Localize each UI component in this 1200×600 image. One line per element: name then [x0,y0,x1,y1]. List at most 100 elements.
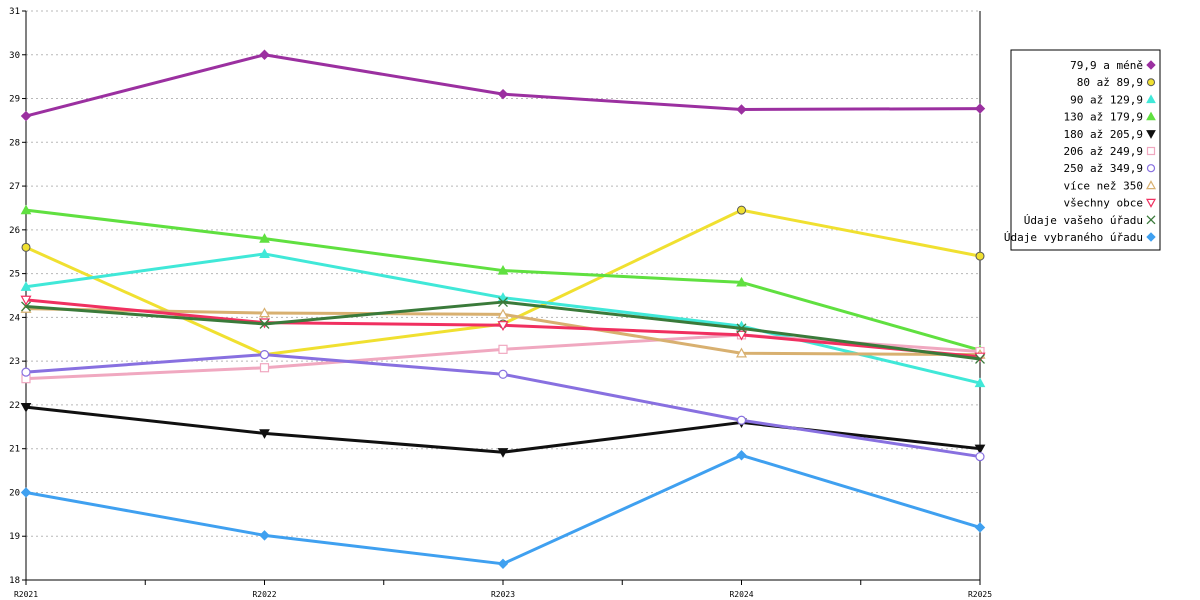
x-tick-label: R2022 [252,590,276,599]
data-point [974,522,986,533]
data-point [259,363,270,373]
data-point [21,367,31,377]
data-point [259,233,270,243]
data-point [259,429,270,439]
cross-stroke [21,301,31,312]
legend-entry-label: všechny obce [1064,197,1143,210]
data-point [259,349,270,360]
legend-entry-marker [1145,198,1157,208]
series-4 [20,403,986,458]
data-point [497,308,509,319]
data-point [736,104,747,115]
data-point [736,450,747,461]
data-point [498,344,508,354]
y-tick-label: 20 [9,488,20,498]
data-point [259,49,270,60]
x-tick-label: R2021 [14,590,38,599]
legend-entry-label: 130 až 179,9 [1064,111,1143,124]
legend-entry-label: 206 až 249,9 [1064,145,1143,158]
legend-entry-label: 79,9 a méně [1070,59,1143,72]
y-tick-label: 18 [9,576,20,586]
cross-stroke [498,297,508,308]
legend-entry-marker [1147,78,1155,87]
data-point [737,205,746,215]
y-tick-label: 29 [9,95,20,105]
data-point [735,347,748,358]
data-point [736,323,747,334]
data-point [974,444,986,455]
legend-entry-label: 180 až 205,9 [1064,128,1143,141]
cross-stroke [975,354,985,364]
legend: 79,9 a méně 80 až 89,9 90 až 129,9 130 až 1… [1004,49,1161,251]
data-point [498,369,508,379]
data-point [497,558,509,570]
legend-entry-marker [1146,164,1156,173]
data-point [974,103,986,114]
legend-entry-marker [1146,94,1156,104]
data-point [975,451,985,462]
y-tick-label: 22 [9,401,20,411]
legend-entry-label: 90 až 129,9 [1070,93,1143,106]
y-tick-label: 25 [9,270,20,280]
data-point [497,88,509,100]
y-tick-label: 30 [9,51,20,61]
series-9 [21,297,985,364]
series-lines [20,49,986,570]
y-tick-label: 23 [9,357,20,367]
y-tick-label: 21 [9,445,20,455]
x-tick-label: R2024 [729,590,753,599]
data-point [21,242,31,252]
legend-entry-label: 80 až 89,9 [1077,76,1143,89]
series-line [25,53,981,118]
y-tick-label: 27 [9,182,20,192]
data-point [20,295,32,306]
data-point [735,330,748,341]
series-line [25,405,981,454]
y-tick-label: 28 [9,138,20,148]
legend-entry-marker [1146,232,1156,242]
data-point [259,248,270,259]
legend-entry-label: 250 až 349,9 [1064,162,1143,175]
legend-entry-label: více než 350 [1064,179,1143,192]
series-10 [20,450,986,570]
cross-stroke [259,318,270,329]
data-point [974,377,986,388]
legend-box [1010,49,1161,251]
series-1 [21,205,985,360]
y-tick-label: 19 [9,532,20,542]
data-point [21,301,31,312]
data-point [20,110,32,122]
legend-entry-marker [1146,60,1156,70]
y-tick-label: 24 [9,313,20,323]
legend-entry-marker [1146,130,1156,139]
y-tick-label: 26 [9,226,20,236]
data-point [497,321,509,331]
legend-entry-label: Údaje vybraného úřadu [1004,231,1143,244]
legend-entry-marker [1145,180,1157,190]
legend-entry-marker [1146,111,1156,121]
y-tick-label: 31 [9,7,20,17]
x-tick-label: R2025 [968,590,992,599]
x-tick-label: R2023 [491,590,515,599]
gridlines [26,10,980,537]
axes: 18 19 20 21 22 23 24 25 26 27 28 29 30 31 R2021 R2022 R2… [9,7,992,599]
data-point [497,265,509,275]
data-point [736,276,747,287]
data-point [498,297,508,308]
series-line [25,208,981,357]
data-point [259,530,270,541]
legend-entry-marker [1146,215,1156,225]
legend-entry-label: Údaje vašeho úřadu [1024,214,1143,227]
series-0 [20,49,986,122]
data-point [20,487,32,498]
series-6 [21,349,985,462]
data-point [20,281,32,291]
data-point [497,448,509,458]
data-point [20,204,32,215]
data-point [975,354,985,364]
cross-stroke [736,323,747,334]
data-point [975,251,985,261]
data-point [736,415,747,425]
data-point [258,307,271,318]
